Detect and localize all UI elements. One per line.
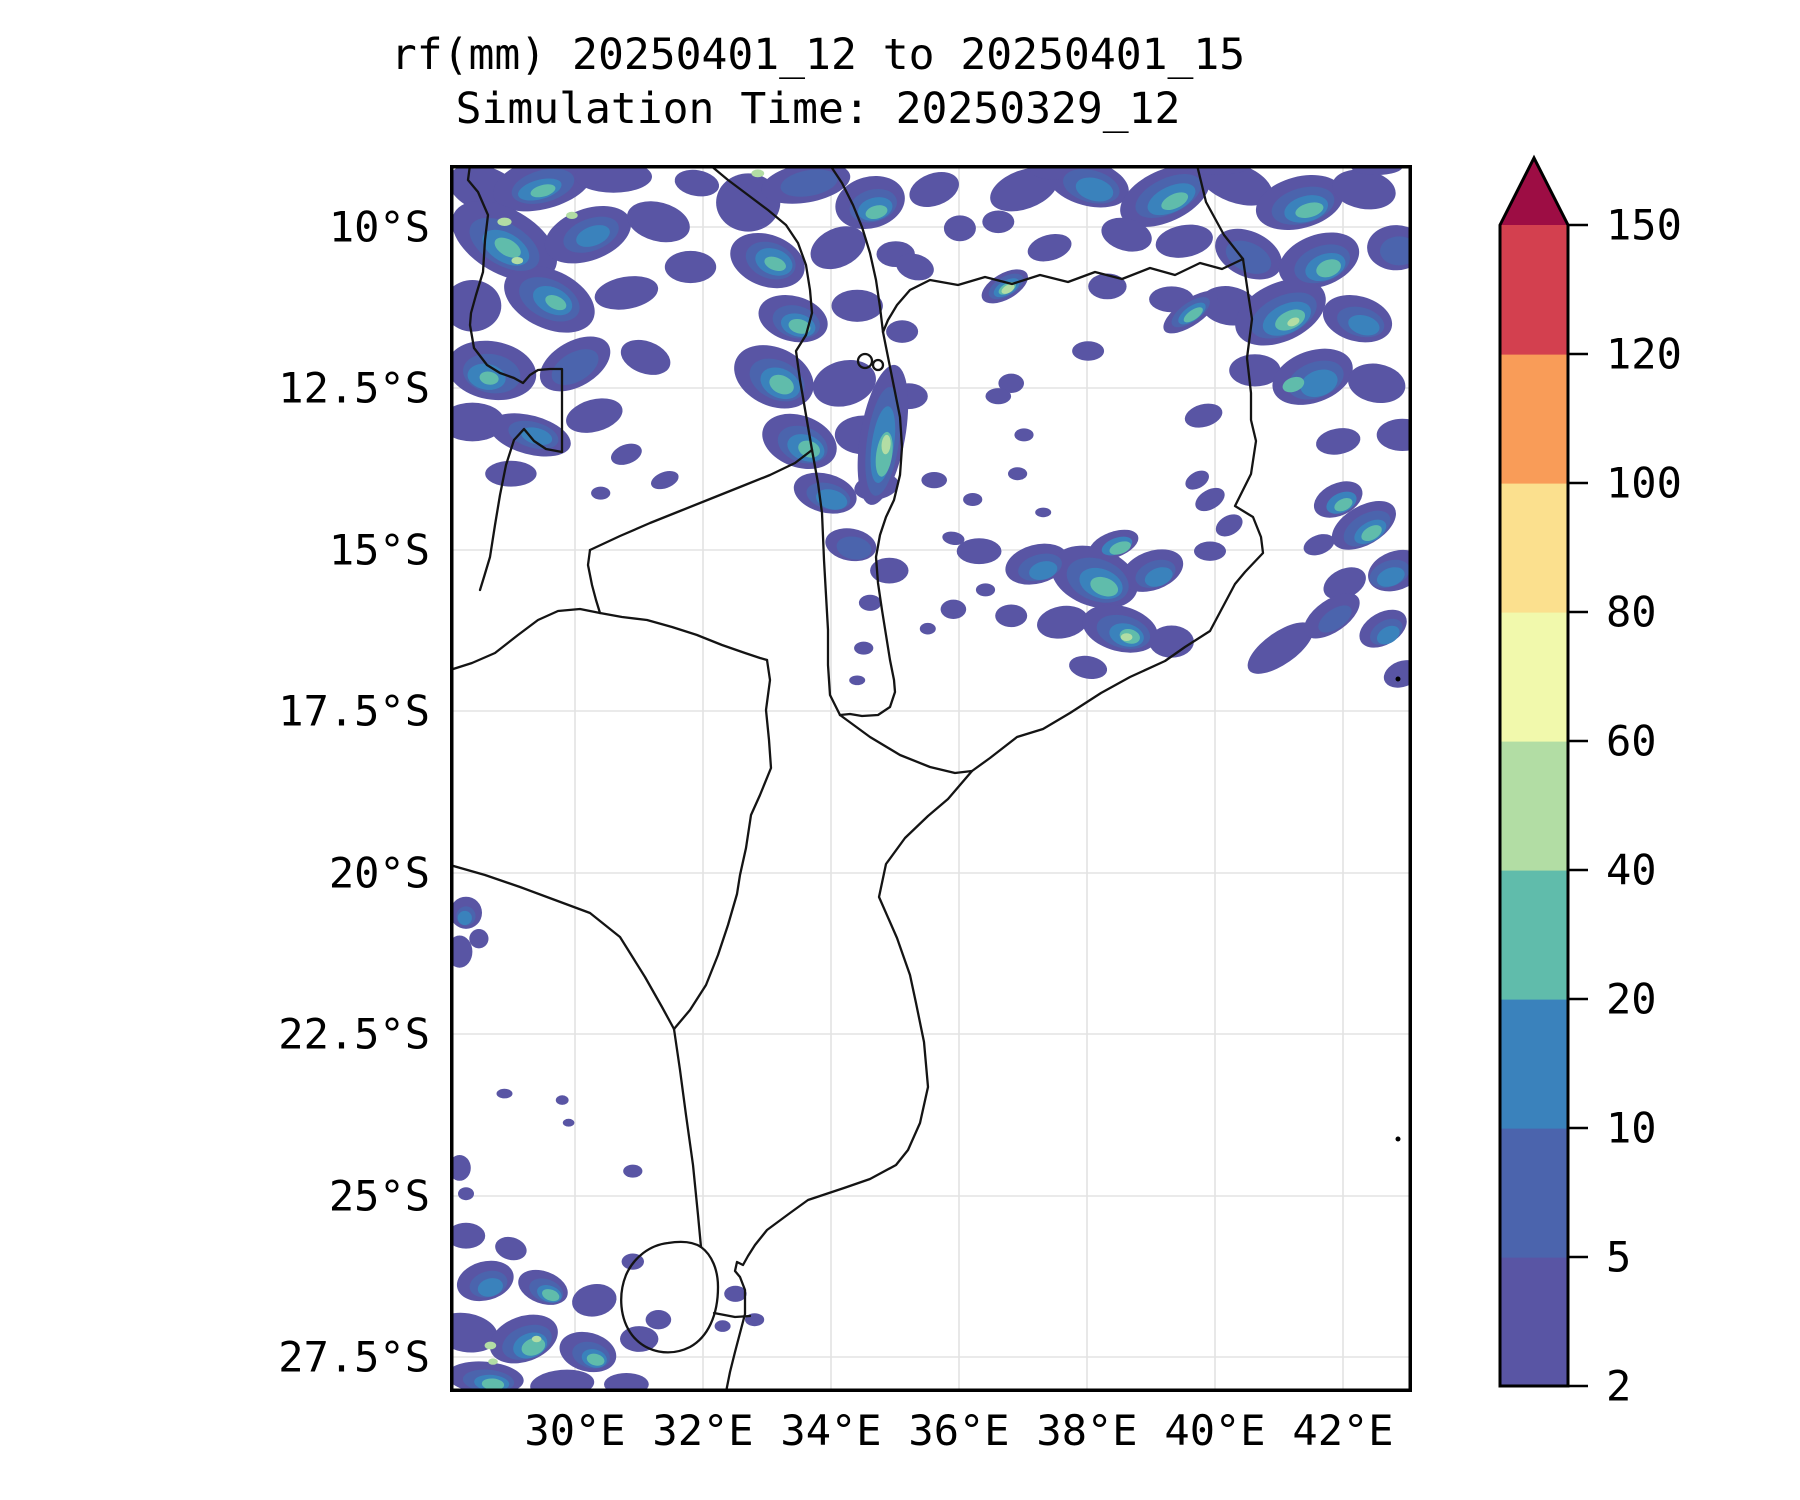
coastline (724, 165, 1265, 1392)
ytick-label-20s: 20°S (328, 848, 430, 898)
country-borders (450, 165, 1265, 1392)
gridlines (450, 165, 1412, 1392)
border-limpopo (450, 863, 676, 1031)
island-dot-1 (1395, 676, 1401, 682)
cbar-label-20: 20 (1606, 974, 1657, 1024)
border-luangwa-diagonal (588, 448, 814, 552)
xtick-label-36e: 36°E (908, 1406, 1010, 1455)
cbar-label-150: 150 (1606, 200, 1682, 250)
xtick-label-40e: 40°E (1164, 1406, 1266, 1455)
cbar-label-60: 60 (1606, 716, 1657, 766)
lake-malawi-west-shore (708, 165, 842, 717)
border-zambezi-east (598, 611, 769, 662)
xtick-label-42e: 42°E (1292, 1406, 1394, 1455)
ytick-label-25s: 25°S (328, 1171, 430, 1221)
xtick-label-32e: 32°E (652, 1406, 754, 1455)
xtick-label-38e: 38°E (1036, 1406, 1138, 1455)
cbar-label-10: 10 (1606, 1103, 1657, 1153)
colorbar-segments (1498, 154, 1588, 1388)
plot-title: rf(mm) 20250401_12 to 20250401_15 (390, 30, 1246, 80)
border-kruger (672, 1027, 703, 1249)
lake-chilwa (856, 352, 874, 370)
lake-malawi-east-shore (828, 165, 885, 334)
cbar-label-40: 40 (1606, 845, 1657, 895)
xtick-label-34e: 34°E (780, 1406, 882, 1455)
ytick-label-15s: 15°S (328, 525, 430, 575)
map-frame (450, 165, 1412, 1392)
river-zambezi-lower (838, 713, 974, 775)
cbar-label-5: 5 (1606, 1232, 1632, 1282)
islands (1395, 676, 1401, 1142)
rainfall-contour-field (450, 165, 1412, 1392)
cbar-label-2: 2 (1606, 1361, 1632, 1411)
ytick-label-17-5s: 17.5°S (278, 686, 430, 736)
cbar-label-80: 80 (1606, 587, 1657, 637)
border-rovuma (881, 257, 1245, 334)
plot-subtitle-simulation-time: Simulation Time: 20250329_12 (455, 84, 1181, 134)
cbar-label-100: 100 (1606, 458, 1682, 508)
lake-chiuta (871, 358, 885, 372)
cbar-label-120: 120 (1606, 329, 1682, 379)
border-zambezi-west (450, 607, 602, 672)
map-panel (450, 165, 1412, 1392)
island-dot-2 (1395, 1136, 1401, 1142)
border-eswatini (620, 1240, 720, 1354)
ytick-label-10s: 10°S (328, 202, 430, 252)
xtick-label-30e: 30°E (524, 1406, 626, 1455)
border-zambia-vertical (586, 548, 602, 615)
ytick-label-27-5s: 27.5°S (278, 1332, 430, 1382)
ytick-label-22-5s: 22.5°S (278, 1009, 430, 1059)
ytick-label-12-5s: 12.5°S (278, 363, 430, 413)
border-malawi-east (838, 330, 904, 718)
border-mozambique-south (712, 1311, 752, 1319)
border-zimbabwe-mozambique (672, 658, 773, 1031)
colorbar (1498, 154, 1588, 1388)
border-zambia-malawi-west (466, 165, 564, 592)
